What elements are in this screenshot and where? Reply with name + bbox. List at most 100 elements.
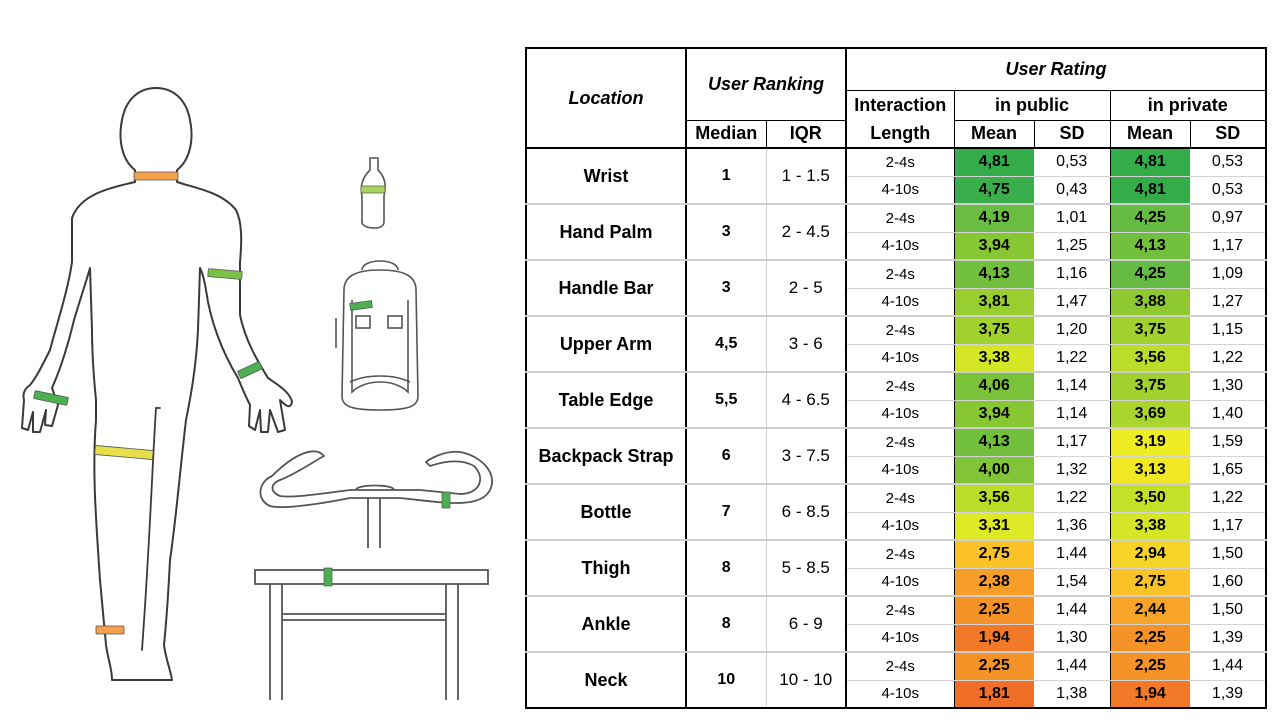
interaction-length-cell: 4-10s xyxy=(846,176,954,204)
private-mean-cell: 3,56 xyxy=(1110,344,1190,372)
wearable-locations-illustration xyxy=(0,0,520,720)
location-cell: Neck xyxy=(526,652,686,708)
public-sd-cell: 1,17 xyxy=(1034,428,1110,456)
bottle-band xyxy=(361,186,385,193)
median-cell: 3 xyxy=(686,260,766,316)
private-sd-cell: 0,53 xyxy=(1190,176,1266,204)
private-mean-cell: 4,81 xyxy=(1110,176,1190,204)
private-mean-cell: 3,13 xyxy=(1110,456,1190,484)
ratings-table-body: Wrist11 - 1.52-4s4,810,534,810,534-10s4,… xyxy=(526,148,1266,708)
location-cell: Hand Palm xyxy=(526,204,686,260)
interaction-length-cell: 4-10s xyxy=(846,680,954,708)
public-mean-cell: 4,75 xyxy=(954,176,1034,204)
public-sd-cell: 1,14 xyxy=(1034,400,1110,428)
header-iqr: IQR xyxy=(766,120,846,148)
table-row: Neck1010 - 102-4s2,251,442,251,44 xyxy=(526,652,1266,680)
iqr-cell: 6 - 9 xyxy=(766,596,846,652)
table-row: Table Edge5,54 - 6.52-4s4,061,143,751,30 xyxy=(526,372,1266,400)
public-mean-cell: 3,38 xyxy=(954,344,1034,372)
iqr-cell: 10 - 10 xyxy=(766,652,846,708)
private-sd-cell: 1,39 xyxy=(1190,624,1266,652)
private-mean-cell: 2,94 xyxy=(1110,540,1190,568)
public-sd-cell: 1,14 xyxy=(1034,372,1110,400)
private-mean-cell: 3,75 xyxy=(1110,372,1190,400)
public-sd-cell: 1,44 xyxy=(1034,596,1110,624)
table-row: Wrist11 - 1.52-4s4,810,534,810,53 xyxy=(526,148,1266,176)
table-row: Backpack Strap63 - 7.52-4s4,131,173,191,… xyxy=(526,428,1266,456)
private-sd-cell: 1,17 xyxy=(1190,232,1266,260)
private-sd-cell: 1,59 xyxy=(1190,428,1266,456)
iqr-cell: 1 - 1.5 xyxy=(766,148,846,204)
header-location: Location xyxy=(526,48,686,148)
private-mean-cell: 2,25 xyxy=(1110,652,1190,680)
interaction-length-cell: 4-10s xyxy=(846,344,954,372)
median-cell: 10 xyxy=(686,652,766,708)
median-cell: 6 xyxy=(686,428,766,484)
header-user-ranking: User Ranking xyxy=(686,48,846,120)
table-row: Handle Bar32 - 52-4s4,131,164,251,09 xyxy=(526,260,1266,288)
public-sd-cell: 1,16 xyxy=(1034,260,1110,288)
public-mean-cell: 2,75 xyxy=(954,540,1034,568)
private-sd-cell: 1,15 xyxy=(1190,316,1266,344)
public-sd-cell: 1,32 xyxy=(1034,456,1110,484)
private-sd-cell: 1,44 xyxy=(1190,652,1266,680)
public-mean-cell: 4,00 xyxy=(954,456,1034,484)
private-sd-cell: 1,22 xyxy=(1190,484,1266,512)
median-cell: 5,5 xyxy=(686,372,766,428)
handlebar-band xyxy=(442,492,450,508)
public-mean-cell: 4,13 xyxy=(954,260,1034,288)
median-cell: 8 xyxy=(686,540,766,596)
location-cell: Table Edge xyxy=(526,372,686,428)
private-sd-cell: 1,17 xyxy=(1190,512,1266,540)
iqr-cell: 3 - 6 xyxy=(766,316,846,372)
public-sd-cell: 1,22 xyxy=(1034,484,1110,512)
private-sd-cell: 1,09 xyxy=(1190,260,1266,288)
interaction-length-cell: 4-10s xyxy=(846,288,954,316)
median-cell: 8 xyxy=(686,596,766,652)
private-mean-cell: 4,13 xyxy=(1110,232,1190,260)
iqr-cell: 3 - 7.5 xyxy=(766,428,846,484)
private-sd-cell: 1,22 xyxy=(1190,344,1266,372)
backpack-drawing xyxy=(336,261,418,410)
interaction-length-cell: 2-4s xyxy=(846,652,954,680)
wrist-band-left xyxy=(34,391,69,406)
interaction-length-cell: 4-10s xyxy=(846,400,954,428)
private-sd-cell: 1,60 xyxy=(1190,568,1266,596)
wrist-band-right xyxy=(237,361,262,378)
private-mean-cell: 3,38 xyxy=(1110,512,1190,540)
interaction-length-cell: 2-4s xyxy=(846,596,954,624)
interaction-length-cell: 2-4s xyxy=(846,484,954,512)
handlebar-drawing xyxy=(260,451,492,548)
private-mean-cell: 2,44 xyxy=(1110,596,1190,624)
interaction-length-cell: 2-4s xyxy=(846,148,954,176)
public-sd-cell: 1,30 xyxy=(1034,624,1110,652)
public-sd-cell: 1,47 xyxy=(1034,288,1110,316)
public-sd-cell: 1,44 xyxy=(1034,540,1110,568)
private-sd-cell: 1,50 xyxy=(1190,596,1266,624)
public-sd-cell: 0,53 xyxy=(1034,148,1110,176)
public-sd-cell: 1,25 xyxy=(1034,232,1110,260)
interaction-length-cell: 2-4s xyxy=(846,372,954,400)
header-interaction-length: Interaction Length xyxy=(846,90,954,148)
private-sd-cell: 1,40 xyxy=(1190,400,1266,428)
private-mean-cell: 2,25 xyxy=(1110,624,1190,652)
public-sd-cell: 1,36 xyxy=(1034,512,1110,540)
public-sd-cell: 1,01 xyxy=(1034,204,1110,232)
header-private-mean: Mean xyxy=(1110,120,1190,148)
public-mean-cell: 1,94 xyxy=(954,624,1034,652)
private-sd-cell: 1,50 xyxy=(1190,540,1266,568)
header-median: Median xyxy=(686,120,766,148)
public-sd-cell: 1,22 xyxy=(1034,344,1110,372)
ratings-table: Location User Ranking User Rating Intera… xyxy=(525,47,1267,709)
median-cell: 4,5 xyxy=(686,316,766,372)
private-mean-cell: 4,25 xyxy=(1110,204,1190,232)
location-cell: Handle Bar xyxy=(526,260,686,316)
table-row: Thigh85 - 8.52-4s2,751,442,941,50 xyxy=(526,540,1266,568)
location-cell: Thigh xyxy=(526,540,686,596)
thigh-band xyxy=(95,445,154,459)
median-cell: 7 xyxy=(686,484,766,540)
header-in-public: in public xyxy=(954,90,1110,120)
neck-band xyxy=(134,172,178,180)
private-sd-cell: 1,27 xyxy=(1190,288,1266,316)
location-cell: Ankle xyxy=(526,596,686,652)
